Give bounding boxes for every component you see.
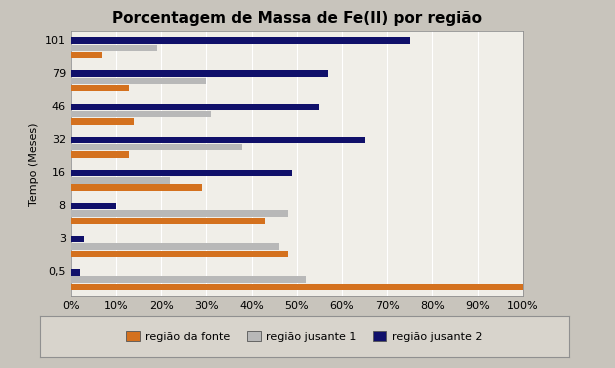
Bar [71,85,130,92]
Bar [71,210,288,217]
Bar [71,137,365,143]
X-axis label: Porcentagem de Massa (%): Porcentagem de Massa (%) [221,316,373,327]
Bar [71,236,84,243]
Bar [71,118,134,125]
Bar [71,103,319,110]
Bar [71,276,306,283]
Bar [71,144,242,151]
Bar [71,45,157,51]
Bar [71,269,80,276]
Y-axis label: Tempo (Meses): Tempo (Meses) [30,122,39,205]
Bar [71,111,211,117]
Bar [71,251,288,257]
Bar [71,52,102,59]
Bar [71,203,116,209]
Bar [71,217,265,224]
Bar [71,78,206,84]
Bar [71,151,130,158]
Bar [71,243,279,250]
Bar [71,177,170,184]
Bar [71,284,523,290]
Legend: região da fonte, região jusante 1, região jusante 2: região da fonte, região jusante 1, regiã… [122,327,487,346]
Bar [71,170,292,176]
Bar [71,70,328,77]
Bar [71,37,410,44]
Title: Porcentagem de Massa de Fe(II) por região: Porcentagem de Massa de Fe(II) por regiã… [112,11,482,26]
Bar [71,184,202,191]
